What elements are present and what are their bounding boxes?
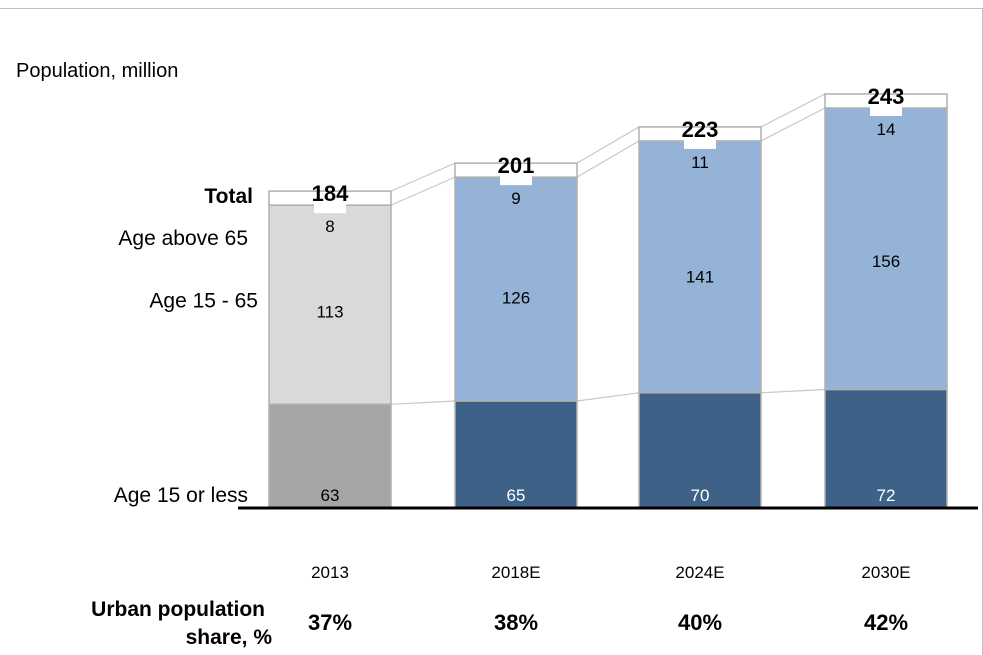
footer-label-line2: share, % (186, 626, 273, 649)
connector-top (576, 126, 640, 164)
footer-label-line1: Urban population (91, 598, 265, 621)
bar-value-age-15-or-less: 63 (321, 486, 340, 505)
row-label-age-15-or-less: Age 15 or less (114, 484, 248, 507)
bar-total-notch (500, 165, 532, 186)
chart-title: Population, million (16, 60, 178, 82)
bar-value-age-15-65: 113 (316, 302, 343, 321)
bar-segment-age-15-and-above (454, 176, 578, 402)
bar-value-age-above-65: 11 (691, 153, 709, 172)
bar-total-value: 223 (682, 117, 719, 142)
connector-lines (390, 93, 826, 405)
bar-segment-age-15-or-less (824, 388, 948, 509)
connector-total (760, 107, 826, 142)
bar-value-age-15-65: 141 (686, 268, 714, 287)
bar-total-value: 243 (868, 84, 905, 109)
bar-value-age-above-65: 14 (877, 120, 896, 139)
row-label-total: Total (204, 185, 253, 208)
urban-share-value: 42% (864, 610, 908, 635)
connector-base (576, 392, 640, 402)
connector-total (390, 176, 456, 206)
x-tick-label: 2024E (675, 563, 724, 582)
bar-value-age-15-or-less: 65 (507, 486, 526, 505)
bar-segment-age-15-or-less (268, 403, 392, 509)
bars-group: 63 113 8 184 65 126 9 201 70 141 11 223 72 156 14 243 (268, 84, 948, 509)
row-labels: Total Age above 65 Age 15 - 65 Age 15 or le… (114, 185, 258, 507)
row-label-age-above-65: Age above 65 (118, 227, 248, 250)
connector-top (760, 93, 826, 128)
x-tick-label: 2013 (311, 563, 349, 582)
urban-share-value: 37% (308, 610, 352, 635)
bar-total-value: 184 (312, 181, 349, 206)
connector-total (576, 140, 640, 178)
bar-segment-age-15-and-above (268, 204, 392, 406)
bar-total-notch (870, 96, 902, 116)
bar-value-age-15-or-less: 70 (691, 486, 710, 505)
bar-value-age-above-65: 8 (325, 217, 334, 236)
connector-base (760, 388, 826, 394)
bar-value-age-15-65: 126 (502, 288, 530, 307)
bar-total-value: 201 (498, 153, 535, 178)
bar-value-age-15-or-less: 72 (877, 486, 896, 505)
row-label-age-15-65: Age 15 - 65 (149, 289, 258, 312)
bar-value-age-15-65: 156 (872, 252, 900, 271)
x-tick-label: 2018E (491, 563, 540, 582)
bar-value-age-above-65: 9 (511, 189, 520, 208)
bar-total-notch (684, 128, 716, 149)
urban-share-value: 40% (678, 610, 722, 635)
bar-segment-age-15-and-above (824, 107, 948, 391)
connector-top (390, 162, 456, 192)
bar-total-notch (314, 193, 346, 214)
connector-base (390, 400, 456, 405)
bar-segment-age-15-or-less (638, 392, 762, 509)
urban-share-values: 37% 38% 40% 42% (308, 610, 908, 635)
bar-segment-age-15-and-above (638, 140, 762, 394)
bar-segment-age-15-or-less (454, 400, 578, 509)
urban-share-value: 38% (494, 610, 538, 635)
x-axis-tick-labels: 2013 2018E 2024E 2030E (311, 563, 911, 582)
x-tick-label: 2030E (861, 563, 910, 582)
